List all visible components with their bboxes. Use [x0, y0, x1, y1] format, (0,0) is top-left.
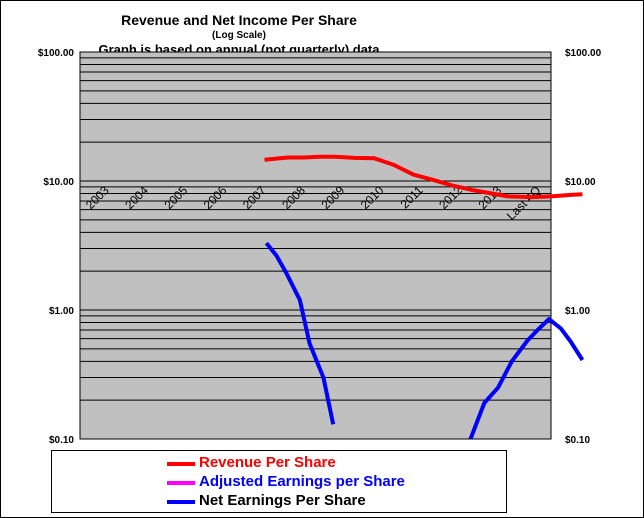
plot-area	[79, 51, 552, 440]
gridlines	[80, 57, 551, 401]
series-line-0	[264, 154, 583, 200]
y-tick-label-right: $0.10	[565, 435, 590, 446]
y-axis-left: $100.00 $10.00 $1.00 $0.10	[38, 48, 75, 446]
legend-swatch-revenue	[167, 462, 195, 466]
y-tick-label-left: $1.00	[49, 306, 74, 317]
series-lines	[264, 154, 585, 440]
legend-item-net-earnings: Net Earnings Per Share	[52, 491, 506, 511]
y-tick-label-right: $100.00	[565, 48, 602, 59]
legend-item-revenue: Revenue Per Share	[52, 453, 506, 473]
legend-swatch-net-earnings	[167, 500, 195, 504]
legend-label-net-earnings: Net Earnings Per Share	[199, 492, 366, 509]
legend-label-revenue: Revenue Per Share	[199, 454, 336, 471]
y-tick-label-left: $0.10	[49, 435, 74, 446]
y-tick-label-left: $100.00	[38, 48, 75, 59]
chart-subtitle: (Log Scale)	[212, 30, 266, 41]
legend-swatch-adjusted-earnings	[167, 481, 195, 485]
legend: Revenue Per Share Adjusted Earnings per …	[51, 450, 507, 513]
y-tick-label-left: $10.00	[43, 177, 74, 188]
y-tick-label-right: $10.00	[565, 177, 596, 188]
chart-title: Revenue and Net Income Per Share	[121, 12, 357, 28]
legend-item-adjusted-earnings: Adjusted Earnings per Share	[52, 472, 506, 492]
y-tick-label-right: $1.00	[565, 306, 590, 317]
y-axis-right: $100.00 $10.00 $1.00 $0.10	[565, 48, 602, 446]
series-line-2	[468, 317, 585, 440]
legend-label-adjusted-earnings: Adjusted Earnings per Share	[199, 473, 405, 490]
series-line-2	[264, 241, 336, 425]
